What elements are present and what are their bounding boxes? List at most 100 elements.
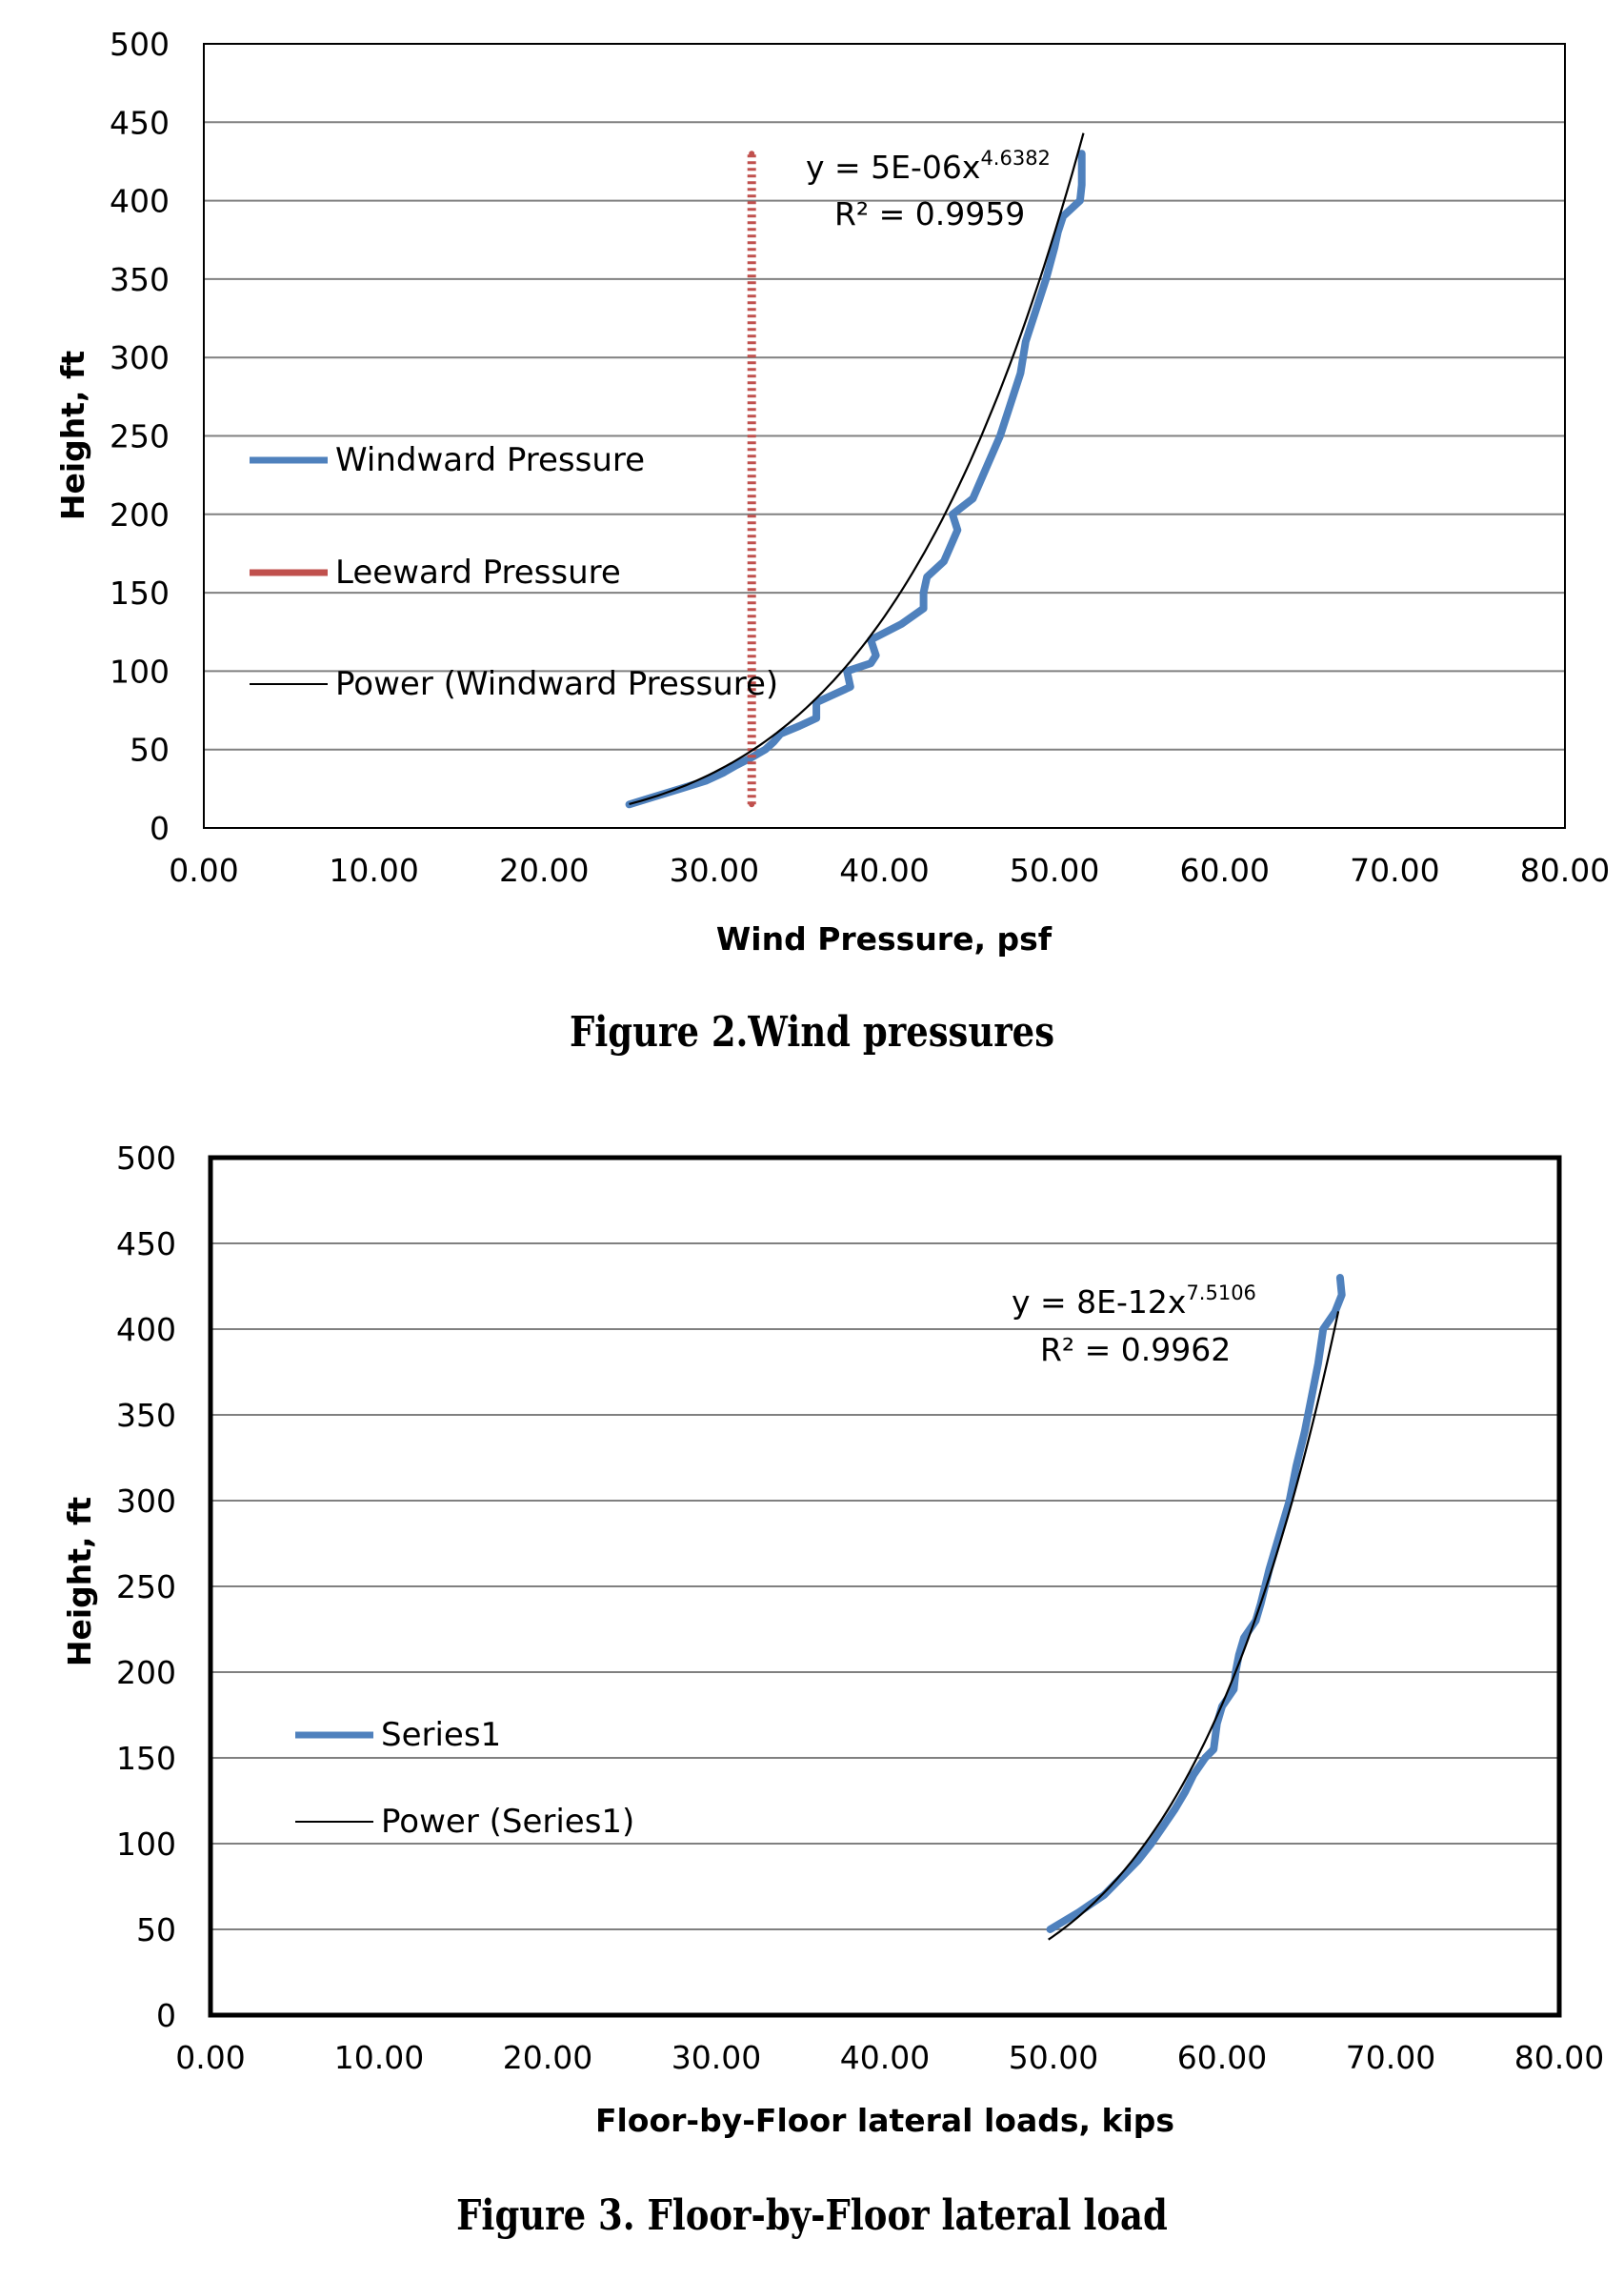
x-tick-label: 40.00 xyxy=(840,2039,930,2076)
data-point xyxy=(1017,370,1024,376)
legend-label-trendline: Power (Series1) xyxy=(381,1803,634,1841)
y-tick-label: 400 xyxy=(116,1311,176,1348)
data-point xyxy=(1043,275,1050,282)
x-tick-label: 10.00 xyxy=(334,2039,424,2076)
legend-label-series1: Series1 xyxy=(381,1716,501,1754)
series-line-series1 xyxy=(1046,1274,1346,1933)
x-tick-label: 60.00 xyxy=(1177,2039,1267,2076)
data-point xyxy=(954,527,961,534)
legend-label-trendline: Power (Windward Pressure) xyxy=(335,665,778,703)
data-point xyxy=(1052,244,1058,251)
x-tick-label: 40.00 xyxy=(839,852,929,889)
series-group xyxy=(625,132,1086,809)
plot-area-frame xyxy=(203,43,1566,829)
x-axis-title: Wind Pressure, psf xyxy=(716,920,1053,958)
y-tick-label: 300 xyxy=(116,1483,176,1520)
y-tick-label: 200 xyxy=(110,496,170,534)
y-tick-label: 400 xyxy=(110,183,170,220)
data-point xyxy=(830,692,836,698)
data-point xyxy=(813,715,820,721)
data-point xyxy=(1241,1635,1248,1641)
data-point xyxy=(1076,197,1083,204)
data-point xyxy=(996,433,1003,439)
x-tick-label: 20.00 xyxy=(503,2039,592,2076)
x-tick-labels: 0.00 10.00 20.00 30.00 40.00 50.00 60.00 70.00 8… xyxy=(169,852,1610,889)
grid-group xyxy=(211,1242,1559,1930)
data-point xyxy=(719,770,726,777)
trendline-equation: y = 8E-12x7.5106 xyxy=(1012,1281,1256,1321)
grid-group xyxy=(204,121,1565,751)
data-point xyxy=(1160,1824,1167,1829)
data-point xyxy=(872,652,879,658)
y-tick-label: 500 xyxy=(116,1140,176,1177)
data-point xyxy=(1211,1746,1217,1752)
data-point xyxy=(1182,1789,1189,1795)
data-point xyxy=(1022,338,1029,345)
x-tick-label: 20.00 xyxy=(499,852,589,889)
x-axis-title: Floor-by-Floor lateral loads, kips xyxy=(595,2102,1174,2139)
y-tick-label: 0 xyxy=(156,1997,176,2034)
x-tick-label: 10.00 xyxy=(329,852,418,889)
trendline-power xyxy=(1048,1311,1340,1941)
x-tick-label: 50.00 xyxy=(1009,2039,1098,2076)
data-point xyxy=(1213,1721,1220,1726)
data-point xyxy=(1172,1806,1178,1812)
data-point xyxy=(1054,229,1061,235)
r-squared-label: R² = 0.9962 xyxy=(1040,1331,1231,1368)
data-point xyxy=(1320,1326,1327,1332)
x-tick-label: 0.00 xyxy=(175,2039,245,2076)
legend-label-leeward: Leeward Pressure xyxy=(335,554,621,592)
data-point xyxy=(1190,1772,1196,1778)
data-point xyxy=(920,590,927,596)
data-point xyxy=(1338,1292,1345,1298)
data-point xyxy=(920,605,927,612)
y-tick-label: 450 xyxy=(110,104,170,141)
data-point xyxy=(1060,213,1067,220)
x-tick-label: 60.00 xyxy=(1180,852,1270,889)
data-point xyxy=(970,495,976,502)
equation-prefix: y = 8E-12x xyxy=(1012,1283,1186,1321)
series-group xyxy=(1046,1274,1346,1941)
y-tick-label: 150 xyxy=(110,575,170,612)
data-point xyxy=(847,683,853,690)
figure-caption-3: Figure 3. Floor-by-Floor lateral load xyxy=(456,2191,1168,2240)
data-point xyxy=(771,738,777,745)
legend-label-windward: Windward Pressure xyxy=(335,441,645,479)
data-point xyxy=(1314,1361,1321,1366)
y-tick-labels: 0 50 100 150 200 250 300 350 400 450 500 xyxy=(116,1140,176,2034)
trendline-equation: y = 5E-06x4.6382 xyxy=(806,147,1051,186)
data-point xyxy=(702,777,709,784)
data-point xyxy=(1033,307,1039,313)
x-tick-label: 50.00 xyxy=(1010,852,1099,889)
series-line-windward-pressure xyxy=(625,150,1086,809)
legend: Series1 Power (Series1) xyxy=(295,1716,634,1841)
x-tick-label: 30.00 xyxy=(672,2039,761,2076)
x-tick-label: 70.00 xyxy=(1350,852,1439,889)
x-tick-label: 0.00 xyxy=(169,852,238,889)
y-tick-label: 250 xyxy=(116,1568,176,1605)
y-tick-label: 50 xyxy=(130,732,170,769)
y-tick-label: 100 xyxy=(116,1826,176,1863)
data-point xyxy=(762,746,769,753)
equation-exponent: 7.5106 xyxy=(1186,1281,1255,1304)
r-squared-label: R² = 0.9959 xyxy=(834,195,1025,232)
chart-floor-lateral-load: 0 50 100 150 200 250 300 350 400 450 500 0.00 10.00… xyxy=(61,1140,1604,2139)
data-point xyxy=(749,151,755,157)
x-tick-label: 80.00 xyxy=(1520,852,1610,889)
y-tick-label: 450 xyxy=(116,1225,176,1262)
plot-area-frame xyxy=(208,1155,1562,2018)
y-tick-label: 0 xyxy=(150,810,170,847)
data-point xyxy=(1231,1686,1237,1692)
trendline-power xyxy=(629,132,1085,805)
data-point xyxy=(733,762,740,769)
y-tick-label: 350 xyxy=(110,261,170,298)
y-tick-label: 150 xyxy=(116,1740,176,1777)
y-tick-label: 300 xyxy=(110,339,170,376)
y-axis-title: Height, ft xyxy=(61,1497,98,1667)
legend: Windward Pressure Leeward Pressure Power… xyxy=(250,441,778,703)
data-point xyxy=(1075,1909,1082,1915)
y-tick-label: 100 xyxy=(110,653,170,690)
data-point xyxy=(868,660,874,667)
data-point xyxy=(749,801,755,808)
data-point xyxy=(924,574,931,580)
